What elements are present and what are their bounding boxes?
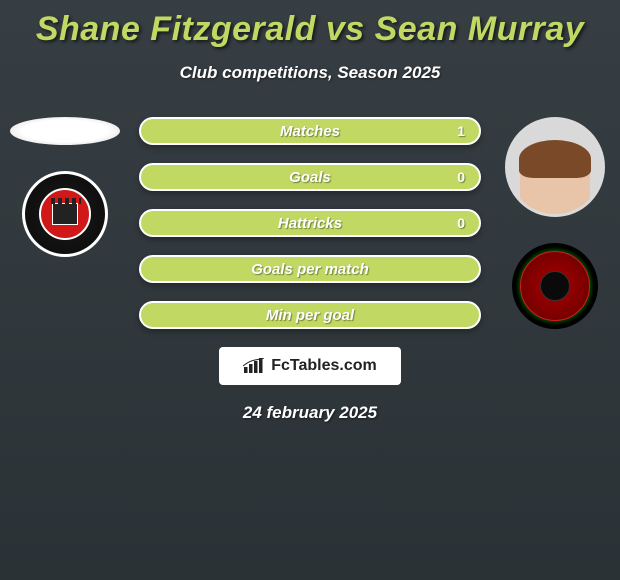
stat-value-right: 0: [457, 169, 465, 185]
stat-label: Matches: [280, 123, 340, 140]
subtitle: Club competitions, Season 2025: [0, 63, 620, 83]
club-badge-left: [22, 171, 108, 257]
stat-value-right: 0: [457, 215, 465, 231]
attribution-box[interactable]: FcTables.com: [219, 347, 401, 385]
attribution-text: FcTables.com: [271, 357, 377, 375]
club-badge-right: [512, 243, 598, 329]
stat-bar-hattricks: Hattricks 0: [139, 209, 481, 237]
stat-bar-goals-per-match: Goals per match: [139, 255, 481, 283]
attribution-row: FcTables.com: [0, 347, 620, 385]
player-photo-right: [505, 117, 605, 217]
player-photo-left-placeholder: [10, 117, 120, 145]
castle-icon: [52, 203, 78, 225]
player-jersey-icon: [505, 216, 605, 217]
badge-cork-inner: [520, 251, 590, 321]
stat-label: Goals: [289, 169, 331, 186]
stats-column: Matches 1 Goals 0 Hattricks 0 Goals per …: [139, 117, 481, 329]
bar-chart-icon: [243, 358, 265, 374]
stat-value-right: 1: [457, 123, 465, 139]
date-label: 24 february 2025: [0, 403, 620, 423]
stat-label: Goals per match: [251, 261, 369, 278]
stat-label: Min per goal: [266, 307, 354, 324]
stat-bar-goals: Goals 0: [139, 163, 481, 191]
player-face-icon: [520, 148, 590, 217]
page-title: Shane Fitzgerald vs Sean Murray: [0, 0, 620, 49]
stat-label: Hattricks: [278, 215, 342, 232]
right-player-column: [495, 117, 615, 329]
left-player-column: [5, 117, 125, 257]
stat-bar-min-per-goal: Min per goal: [139, 301, 481, 329]
player-hair-icon: [519, 140, 591, 178]
badge-bohemian-inner: [39, 188, 91, 240]
football-icon: [540, 271, 570, 301]
comparison-container: Matches 1 Goals 0 Hattricks 0 Goals per …: [0, 117, 620, 329]
stat-bar-matches: Matches 1: [139, 117, 481, 145]
